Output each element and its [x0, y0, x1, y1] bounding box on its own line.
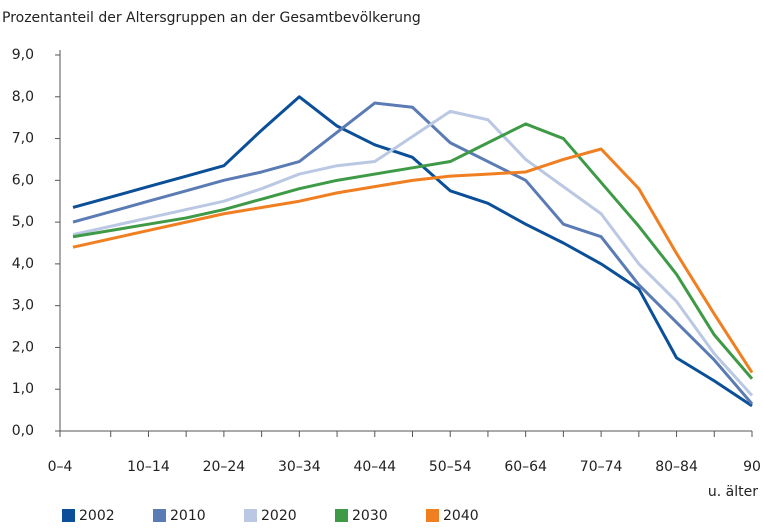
y-tick-label: 6,0 [12, 172, 34, 188]
x-tick-label: 80–84 [655, 459, 698, 475]
series-line [72, 95, 753, 408]
legend-label: 2002 [79, 508, 115, 524]
x-axis-note: u. älter [708, 484, 758, 500]
legend-swatch [426, 509, 439, 522]
y-tick-label: 4,0 [12, 256, 34, 272]
y-tick-label: 7,0 [12, 131, 34, 147]
legend-swatch [62, 509, 75, 522]
series-line [72, 147, 754, 374]
x-tick-label: 50–54 [429, 459, 472, 475]
y-tick-label: 1,0 [12, 381, 34, 397]
series-line [72, 122, 754, 380]
legend-swatch [244, 509, 257, 522]
y-tick-label: 5,0 [12, 214, 34, 230]
series-line [72, 109, 754, 397]
x-tick-label: 60–64 [504, 459, 547, 475]
legend-label: 2040 [443, 508, 479, 524]
legend-label: 2020 [261, 508, 297, 524]
x-tick-label: 30–34 [278, 459, 321, 475]
legend-swatch [335, 509, 348, 522]
chart-title: Prozentanteil der Altersgruppen an der G… [2, 10, 421, 26]
x-tick-label: 10–14 [127, 459, 170, 475]
legend-label: 2030 [352, 508, 388, 524]
y-tick-label: 9,0 [12, 47, 34, 63]
y-tick-label: 2,0 [12, 339, 34, 355]
x-tick-label: 20–24 [203, 459, 246, 475]
x-tick-label: 70–74 [580, 459, 623, 475]
x-tick-label: 90 [743, 459, 761, 475]
legend-swatch [153, 509, 166, 522]
legend-label: 2010 [170, 508, 206, 524]
y-tick-label: 0,0 [12, 423, 34, 439]
x-tick-label: 0–4 [48, 459, 73, 475]
y-tick-label: 8,0 [12, 89, 34, 105]
series-line [72, 101, 754, 405]
x-tick-label: 40–44 [353, 459, 396, 475]
y-tick-label: 3,0 [12, 298, 34, 314]
